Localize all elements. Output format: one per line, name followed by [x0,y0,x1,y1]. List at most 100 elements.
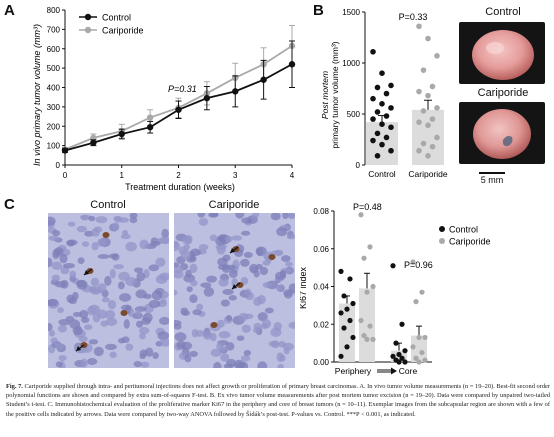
dot-core-cariporide [419,289,425,295]
ki67-positive-cell [102,232,110,238]
cell-nucleus [261,319,272,329]
cell-nucleus [106,317,118,326]
dot-core-cariporide [413,355,419,361]
data-point-control [260,76,267,83]
dot-periphery-control [350,300,356,307]
cell-nucleus [48,298,59,307]
cell-nucleus [189,294,198,304]
cell-nucleus [209,234,218,242]
dot-periphery-cariporide [361,332,367,339]
cell-nucleus [180,249,192,260]
dot-control [370,95,376,102]
cariporide-ki67-micrograph [174,213,295,368]
cell-nucleus [241,217,253,224]
dot-cariporide [416,23,422,30]
cell-nucleus [241,324,251,333]
dot-control [379,101,385,107]
chart-c-ylabel: Ki67 index [300,266,308,309]
chart-c-xlabel-core: Core [399,366,418,376]
cell-nucleus [118,217,129,223]
cell-nucleus [135,289,147,299]
dot-core-control [402,359,408,365]
dot-periphery-cariporide [370,336,376,342]
arrow-icon [231,282,241,290]
cell-nucleus [133,360,142,368]
chart-a-ytick-label: 300 [47,103,61,112]
dot-cariporide [434,105,440,111]
cell-nucleus [264,307,274,314]
cell-nucleus [51,261,63,270]
cell-nucleus [283,290,293,299]
ki67-positive-cell [268,254,276,260]
cell-nucleus [155,257,166,267]
cell-nucleus [226,264,236,270]
legend-label-control: Control [102,13,131,23]
cell-nucleus [217,264,229,271]
dot-cariporide [434,134,440,141]
cell-nucleus [95,216,108,224]
chart-c-ytick-label: 0.04 [313,283,329,292]
dot-periphery-control [341,293,347,299]
dot-periphery-cariporide [358,212,364,218]
cell-nucleus [240,230,251,236]
data-point-control [232,88,239,95]
dot-control [370,137,376,144]
micrograph-label-control: Control [90,199,126,211]
cell-nucleus [223,363,234,368]
dot-control [379,121,385,127]
cell-nucleus [243,349,252,356]
cell-nucleus [72,326,83,336]
dot-core-cariporide [422,357,428,363]
cell-nucleus [238,312,249,322]
chart-a-xtick-label: 3 [233,171,238,180]
cell-nucleus [57,307,64,314]
cell-nucleus [54,247,64,256]
chart-a-ytick-label: 200 [47,122,61,131]
chart-c-ytick-label: 0.02 [313,320,329,329]
cell-nucleus [277,363,284,368]
dot-cariporide [425,35,431,42]
cell-nucleus [252,213,260,219]
chart-a-ytick-label: 500 [47,64,61,73]
cell-nucleus [88,304,101,314]
cell-nucleus [88,339,99,345]
dot-cariporide [425,153,431,159]
arrow-icon [83,268,93,276]
cell-nucleus [138,326,150,335]
dot-periphery-cariporide [370,283,376,290]
cell-nucleus [197,213,206,218]
cell-nucleus [76,225,88,233]
dot-core-cariporide [416,334,422,341]
cell-nucleus [283,347,290,355]
cell-nucleus [100,320,109,327]
dot-control [388,105,394,111]
chart-c-ytick-label: 0.08 [313,207,329,216]
legend-label-cariporide: Cariporide [102,26,144,36]
cell-nucleus [235,213,245,219]
cell-nucleus [233,359,245,368]
dot-core-cariporide [416,359,422,365]
cell-nucleus [51,274,60,282]
cell-nucleus [220,299,231,307]
cell-nucleus [91,228,100,237]
data-point-cariporide [146,114,154,121]
dot-cariporide [420,67,427,73]
arrow-icon [229,246,239,254]
ki67-positive-cell [236,282,244,288]
dot-cariporide [416,147,422,154]
cell-nucleus [125,241,137,252]
chart-b-category-label: Cariporide [408,169,447,179]
cell-nucleus [67,221,76,227]
dot-control [370,48,376,55]
cell-nucleus [253,322,262,331]
scale-bar-label: 5 mm [480,175,504,185]
chart-a-ytick-label: 400 [47,84,61,93]
cell-nucleus [52,229,61,237]
caption-fig-label: Fig. 7. [6,383,23,390]
cell-nucleus [218,278,229,287]
cell-nucleus [240,355,251,362]
cell-nucleus [273,321,282,331]
caption-text: Cariporide supplied through intra- and p… [6,383,550,418]
chart-a-ytick-label: 600 [47,45,61,54]
chart-c-ytick-label: 0.06 [313,245,329,254]
